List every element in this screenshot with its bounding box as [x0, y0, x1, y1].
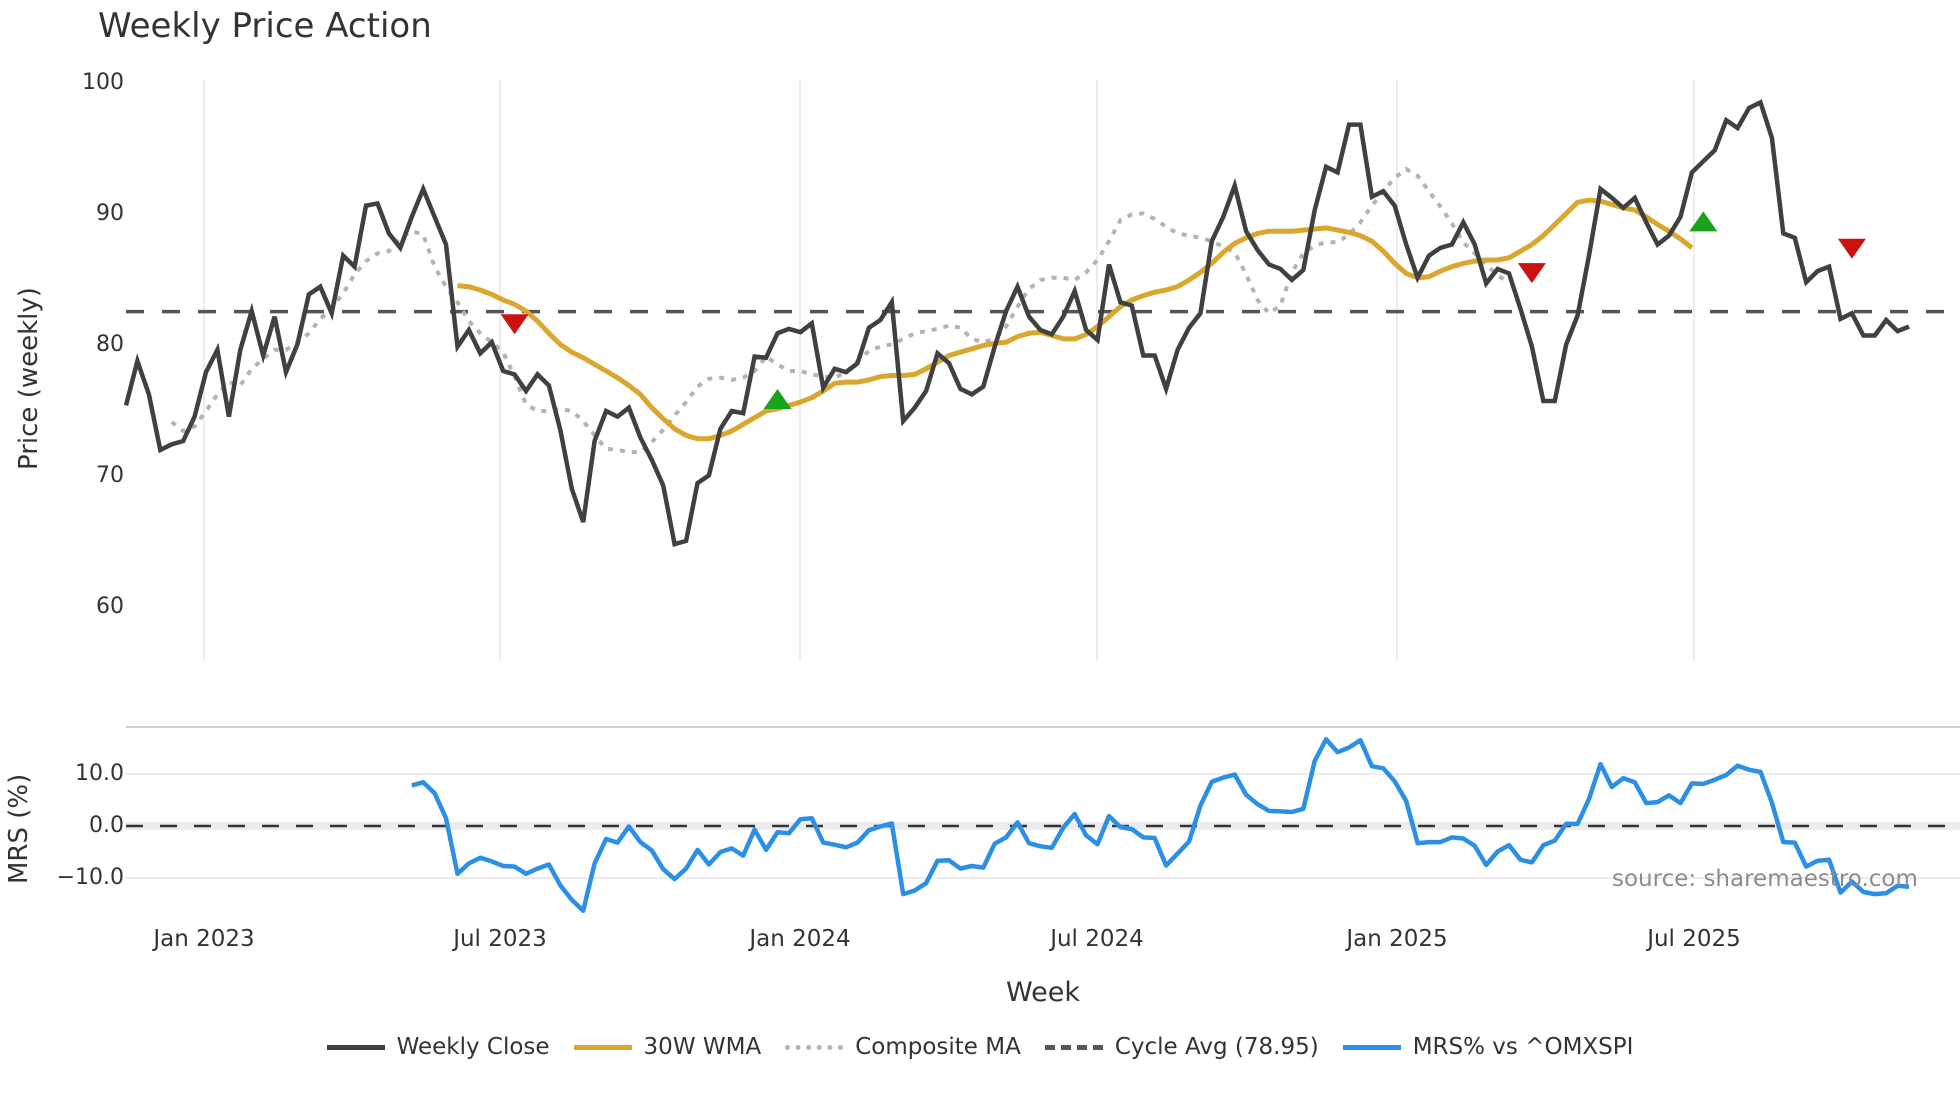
composite-ma-line	[170, 166, 1511, 455]
price-ytick-90: 90	[96, 201, 124, 226]
composite-ma-swatch-icon	[785, 1044, 844, 1050]
xtick-jan-2025: Jan 2025	[1346, 926, 1448, 952]
source-note: source: sharemaestro.com	[1612, 866, 1918, 892]
signal-markers	[500, 211, 1866, 410]
sell-signal-down-triangle-icon	[1837, 238, 1866, 259]
mrs-ytick-10: 10.0	[75, 761, 124, 786]
legend-label: 30W WMA	[643, 1034, 762, 1060]
price-ytick-100: 100	[82, 70, 124, 95]
series-layer	[123, 99, 1960, 914]
legend-label: Weekly Close	[396, 1034, 550, 1060]
price-ytick-80: 80	[96, 332, 124, 357]
xtick-jul-2023: Jul 2023	[453, 926, 547, 952]
wma-swatch-icon	[573, 1044, 632, 1050]
price-ytick-70: 70	[96, 463, 124, 488]
mrs-swatch-icon	[1342, 1044, 1401, 1050]
xtick-jul-2024: Jul 2024	[1050, 926, 1144, 952]
xtick-jan-2023: Jan 2023	[153, 926, 255, 952]
mrs-ytick-neg10: −10.0	[56, 865, 124, 890]
legend-item-cycle-avg[interactable]: Cycle Avg (78.95)	[1044, 1034, 1319, 1060]
weekly-close-line	[123, 99, 1910, 548]
legend-label: Composite MA	[855, 1034, 1021, 1060]
legend-label: MRS% vs ^OMXSPI	[1412, 1034, 1634, 1060]
sell-signal-down-triangle-icon	[1517, 263, 1546, 284]
mrs-axis-label: MRS (%)	[4, 773, 34, 884]
legend-item-mrs[interactable]: MRS% vs ^OMXSPI	[1342, 1034, 1634, 1060]
mrs-gridlines	[126, 773, 1960, 879]
price-axis-label: Price (weekly)	[14, 287, 44, 470]
weekly-close-swatch-icon	[326, 1044, 385, 1050]
cycle-avg-swatch-icon	[1044, 1044, 1103, 1050]
x-axis-label: Week	[1006, 977, 1080, 1008]
mrs-panel	[126, 726, 1960, 879]
xtick-jul-2025: Jul 2025	[1647, 926, 1741, 952]
mrs-ytick-0: 0.0	[89, 813, 124, 838]
mrs-line	[411, 736, 1910, 914]
legend: Weekly Close 30W WMA Composite MA Cycle …	[0, 1034, 1960, 1060]
xtick-jan-2024: Jan 2024	[749, 926, 851, 952]
legend-item-wma[interactable]: 30W WMA	[573, 1034, 762, 1060]
price-ytick-60: 60	[96, 594, 124, 619]
chart-title: Weekly Price Action	[98, 6, 432, 46]
legend-item-composite-ma[interactable]: Composite MA	[785, 1034, 1021, 1060]
buy-signal-up-triangle-icon	[1689, 211, 1718, 232]
buy-signal-up-triangle-icon	[763, 389, 792, 410]
sell-signal-down-triangle-icon	[500, 314, 529, 335]
legend-label: Cycle Avg (78.95)	[1114, 1034, 1319, 1060]
wma-line	[457, 197, 1694, 442]
legend-item-weekly-close[interactable]: Weekly Close	[326, 1034, 550, 1060]
vertical-gridlines	[203, 80, 1695, 660]
